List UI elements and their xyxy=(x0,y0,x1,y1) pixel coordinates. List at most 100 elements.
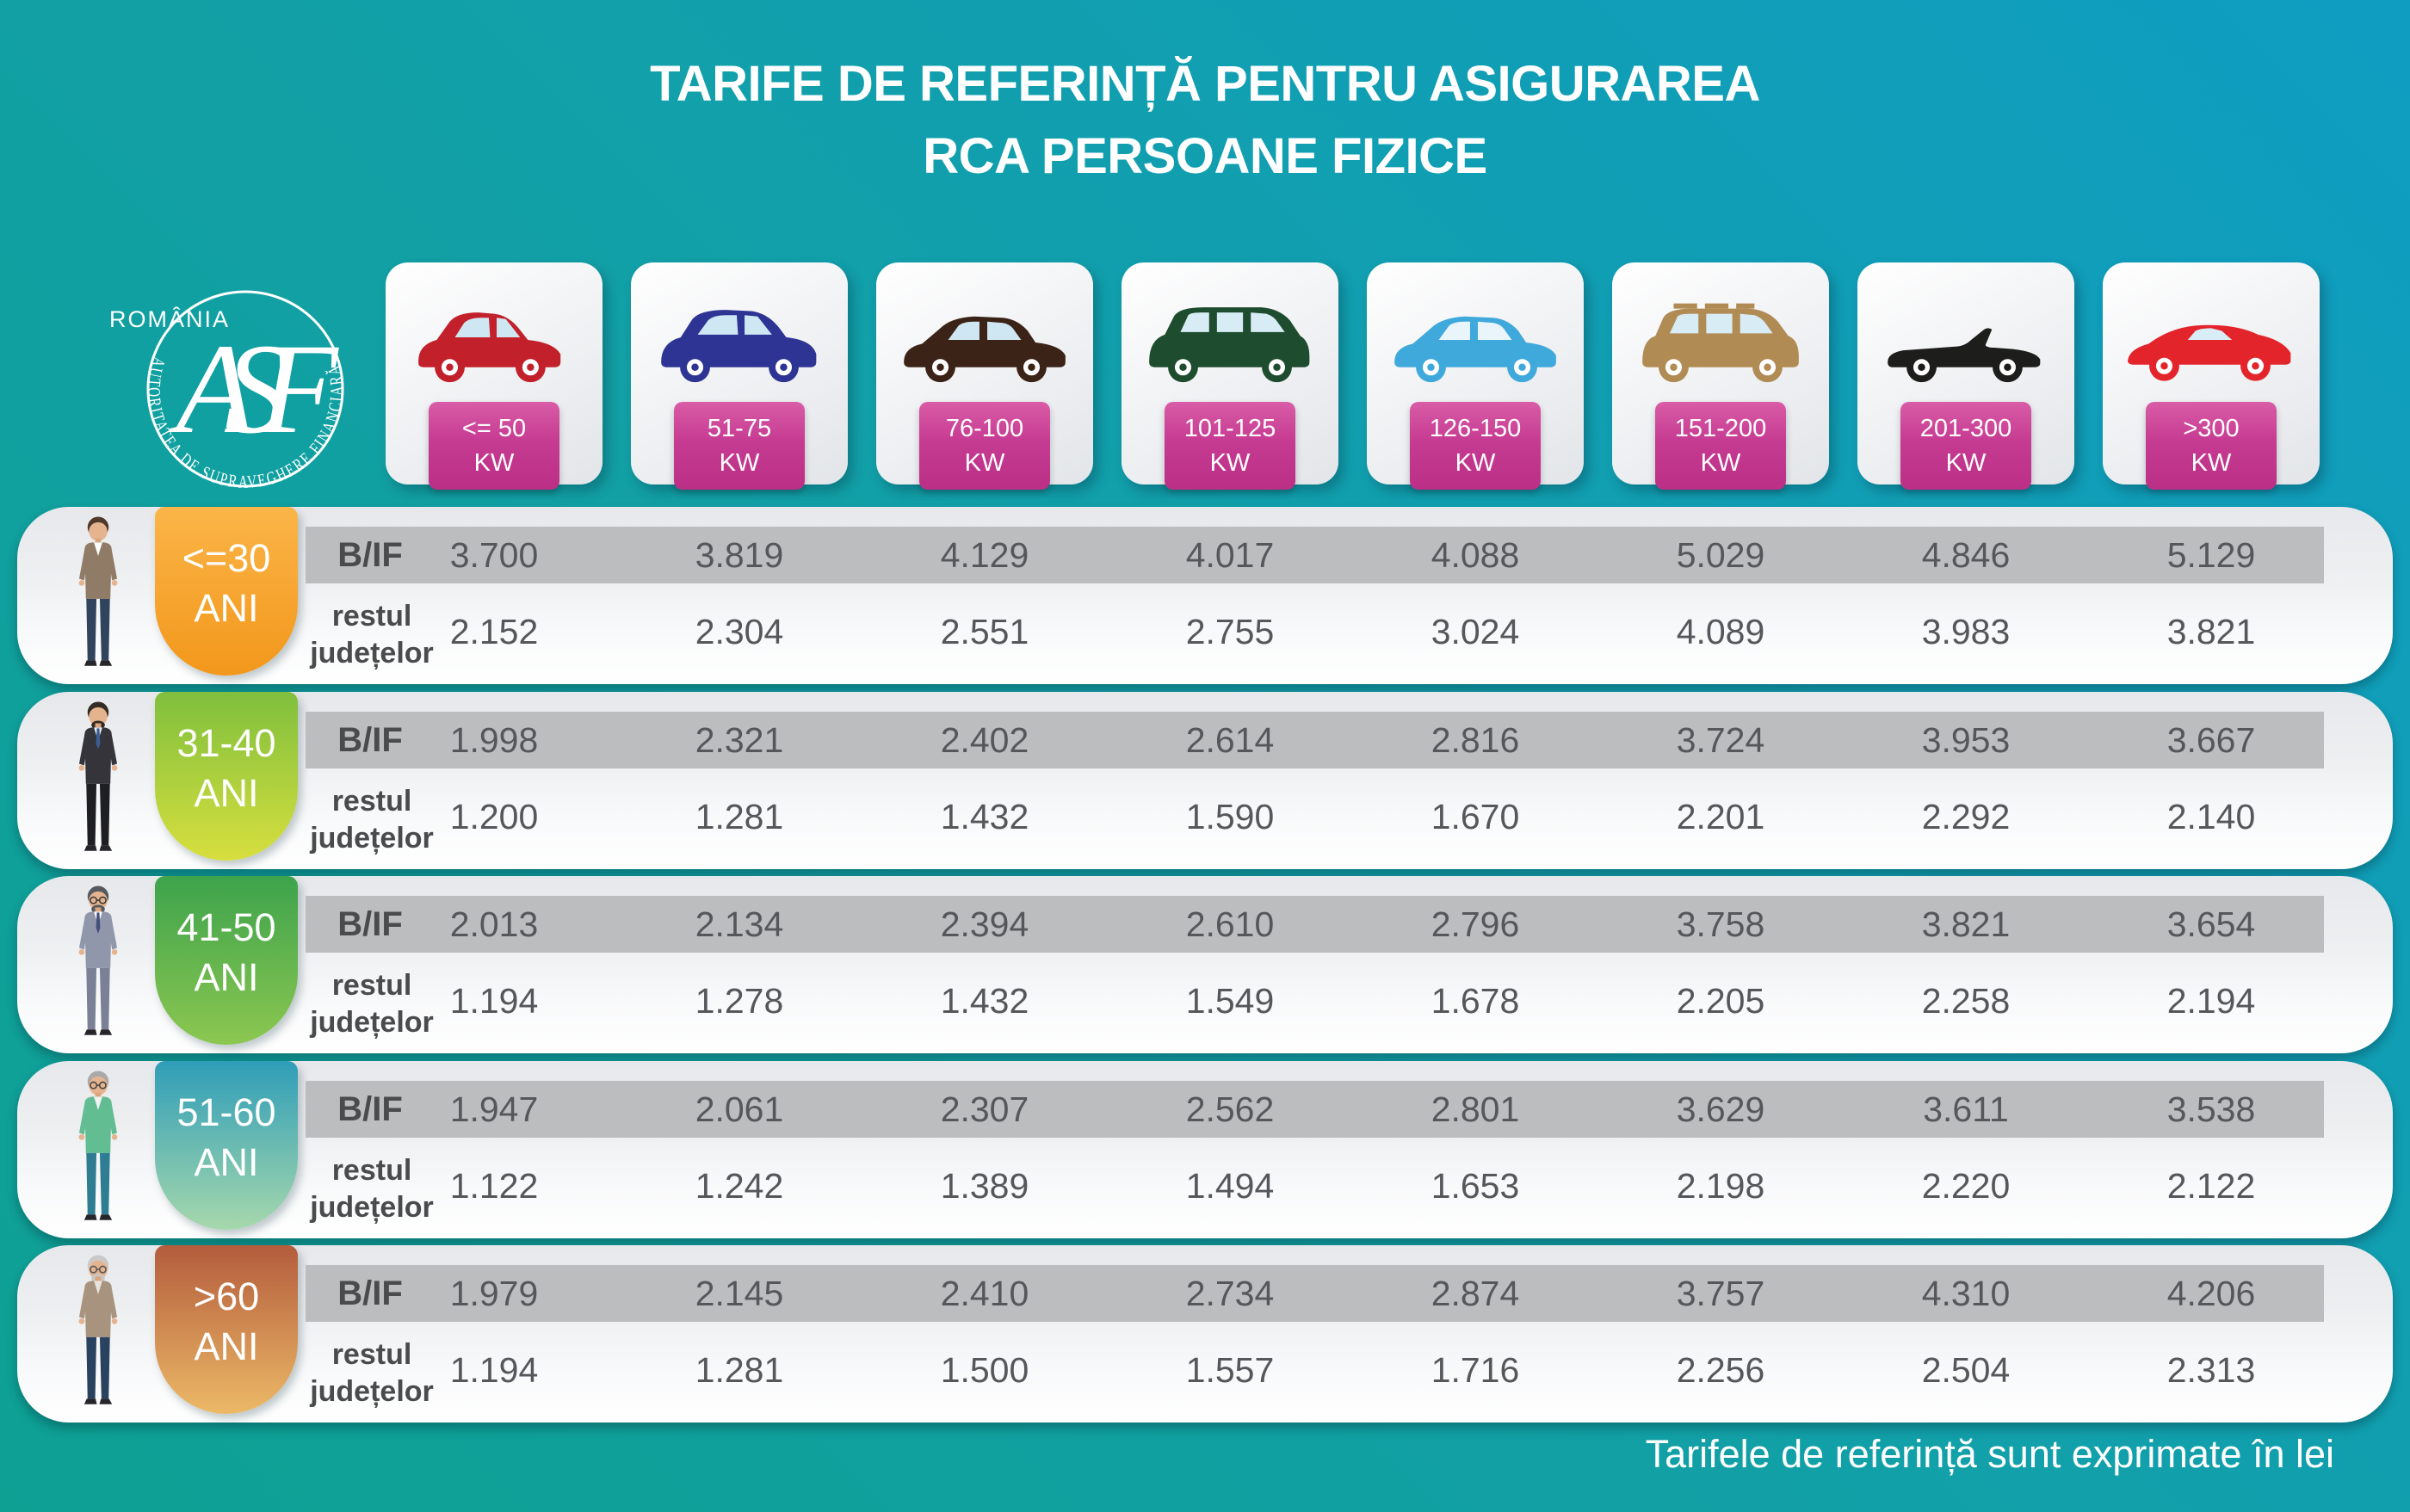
power-range-unit: KW xyxy=(1700,449,1741,477)
tariff-value: 2.874 xyxy=(1431,1274,1520,1313)
avatar-man-under-30 xyxy=(53,516,143,676)
tariff-value: 3.538 xyxy=(2166,1089,2256,1129)
age-range-label: 31-40 xyxy=(176,721,276,765)
rest-row-label: restul județelor xyxy=(310,785,434,855)
car-icon-slot xyxy=(893,292,1076,393)
vehicle-category-card: 126-150 KW xyxy=(1367,262,1584,490)
car-icon-slot xyxy=(1629,292,1812,393)
tariff-value: 1.500 xyxy=(940,1350,1029,1390)
tariff-value: 2.292 xyxy=(1921,797,2011,836)
power-range-unit: KW xyxy=(964,449,1005,477)
tariff-value: 2.610 xyxy=(1185,904,1275,944)
title-line-1: TARIFE DE REFERINȚĂ PENTRU ASIGURAREA xyxy=(650,56,1760,112)
tariff-value: 2.258 xyxy=(1921,981,2011,1021)
bif-row-label: B/IF xyxy=(337,1274,403,1312)
tariff-value: 4.206 xyxy=(2166,1274,2256,1313)
tariff-value: 3.629 xyxy=(1676,1089,1765,1129)
tariff-value: 1.557 xyxy=(1185,1350,1275,1390)
tariff-value: 3.724 xyxy=(1676,720,1765,760)
tariff-value: 5.029 xyxy=(1676,535,1765,575)
power-range-badge: >300 KW xyxy=(2146,402,2277,490)
tariff-value: 2.504 xyxy=(1921,1350,2011,1390)
tariff-value: 2.013 xyxy=(449,904,539,944)
age-range-label: 51-60 xyxy=(176,1090,276,1134)
logo-country-label: ROMÂNIA xyxy=(109,305,230,332)
power-range-value: 101-125 xyxy=(1183,415,1276,442)
tariff-value: 3.819 xyxy=(695,535,784,575)
tariff-value: 1.242 xyxy=(695,1166,784,1206)
age-group-badge: 31-40 ANI xyxy=(155,692,298,861)
vehicle-category-card: 201-300 KW xyxy=(1857,262,2074,490)
rest-row-label: restul județelor xyxy=(310,600,434,670)
bif-row-label: B/IF xyxy=(337,536,403,574)
avatar-man-31-40 xyxy=(53,701,143,861)
tariff-value: 1.281 xyxy=(695,797,784,836)
vehicle-category-card: 151-200 KW xyxy=(1612,262,1829,490)
power-range-unit: KW xyxy=(2191,449,2232,477)
tariff-value: 3.953 xyxy=(1921,720,2011,760)
tariff-value: 3.654 xyxy=(2166,904,2256,944)
bif-band xyxy=(306,712,2324,768)
bif-row-label: B/IF xyxy=(337,905,403,943)
power-range-badge: 76-100 KW xyxy=(919,402,1050,490)
tariff-value: 1.494 xyxy=(1185,1166,1275,1206)
tariff-value: 2.734 xyxy=(1185,1274,1275,1313)
age-unit-label: ANI xyxy=(194,955,259,999)
tariff-value: 2.562 xyxy=(1185,1089,1275,1129)
power-range-value: 201-300 xyxy=(1919,415,2012,442)
power-range-badge: 201-300 KW xyxy=(1900,402,2031,490)
car-icon-slot xyxy=(1875,292,2057,393)
tariff-value: 2.220 xyxy=(1921,1166,2011,1206)
car-minivan-icon xyxy=(1149,307,1310,383)
rest-row-label: restul județelor xyxy=(310,1338,434,1408)
title-line-2: RCA PERSOANE FIZICE xyxy=(923,128,1487,184)
tariff-value: 2.201 xyxy=(1676,797,1765,836)
age-group-row: <=30 ANI B/IF restul județelor 3.700 3.81… xyxy=(17,507,2393,684)
bif-row-label: B/IF xyxy=(337,1090,403,1128)
tariff-value: 2.551 xyxy=(940,612,1029,651)
tariff-value: 4.846 xyxy=(1921,535,2011,575)
tariff-value: 2.134 xyxy=(695,904,784,944)
car-icon-slot xyxy=(2120,292,2302,393)
car-sedan-blue-icon xyxy=(1394,316,1556,383)
tariff-value: 2.394 xyxy=(940,904,1029,944)
tariff-value: 5.129 xyxy=(2166,535,2256,575)
tariff-value: 1.432 xyxy=(940,797,1029,836)
tariff-value: 2.205 xyxy=(1676,981,1765,1021)
tariff-value: 1.194 xyxy=(449,1350,539,1390)
asf-romania-logo: AUTORITATEA DE SUPRAVEGHERE FINANCIARĂ R… xyxy=(73,267,417,516)
power-range-unit: KW xyxy=(1209,449,1251,477)
tariff-value: 1.549 xyxy=(1185,981,1275,1021)
person-avatar-icon xyxy=(78,1071,118,1220)
car-sports-icon xyxy=(2128,324,2291,381)
power-range-badge: 51-75 KW xyxy=(674,402,805,490)
car-hatchback-icon xyxy=(418,312,561,383)
car-icon-slot xyxy=(1139,292,1321,393)
tariff-value: 4.017 xyxy=(1185,535,1275,575)
age-group-badge: <=30 ANI xyxy=(155,507,298,676)
tariff-value: 2.122 xyxy=(2166,1166,2256,1206)
age-unit-label: ANI xyxy=(194,1140,259,1184)
power-range-badge: 101-125 KW xyxy=(1165,402,1295,490)
tariff-value: 3.983 xyxy=(1921,612,2011,651)
vehicle-category-card: 101-125 KW xyxy=(1122,262,1338,490)
bif-band xyxy=(306,896,2324,953)
tariff-value: 1.947 xyxy=(449,1089,539,1129)
age-unit-label: ANI xyxy=(194,1324,259,1368)
tariff-value: 1.653 xyxy=(1431,1166,1520,1206)
tariff-value: 2.755 xyxy=(1185,612,1275,651)
footer-note: Tarifele de referință sunt exprimate în … xyxy=(1645,1432,2334,1476)
tariff-value: 1.389 xyxy=(940,1166,1029,1206)
tariff-value: 4.310 xyxy=(1921,1274,2011,1313)
tariff-value: 1.194 xyxy=(449,981,539,1021)
tariff-value: 2.410 xyxy=(940,1274,1029,1313)
tariff-value: 1.432 xyxy=(940,981,1029,1021)
tariff-value: 4.129 xyxy=(940,535,1029,575)
power-range-value: 51-75 xyxy=(707,415,772,442)
tariff-value: 2.796 xyxy=(1431,904,1520,944)
age-group-badge: 51-60 ANI xyxy=(155,1061,298,1230)
bif-band xyxy=(306,1265,2324,1322)
